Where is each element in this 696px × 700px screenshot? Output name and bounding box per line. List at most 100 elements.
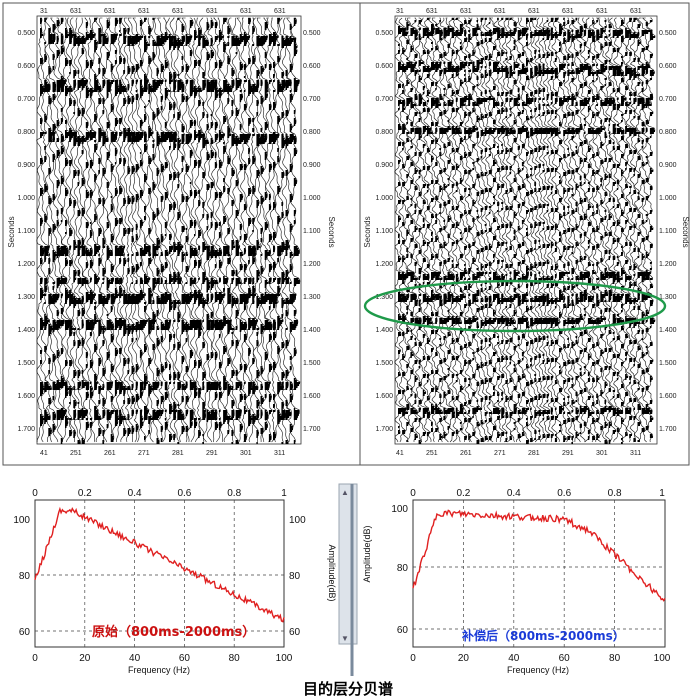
seismic-trace xyxy=(61,17,72,443)
y-tick: 0.700 xyxy=(303,96,321,103)
y-tick: 0.500 xyxy=(17,30,35,37)
y-tick: 1.600 xyxy=(303,393,321,400)
trace-fill xyxy=(231,36,238,444)
top-tick: 631 xyxy=(426,8,438,15)
trace-fill xyxy=(530,18,536,442)
y-tick: 1.200 xyxy=(17,261,35,268)
trace-fill xyxy=(102,34,109,444)
trace-fill xyxy=(48,28,55,436)
trace-fill xyxy=(612,30,619,434)
seismic-trace xyxy=(186,17,197,443)
y-tick: 80 xyxy=(397,563,409,574)
y-tick: 1.300 xyxy=(303,294,321,301)
top-tick: 0.2 xyxy=(78,488,92,499)
y-tick: 1.200 xyxy=(375,261,393,268)
bottom-tick: 80 xyxy=(609,653,621,664)
right-y-ticks: 0.500 0.600 0.700 0.800 0.900 1.000 1.100 1.200… xyxy=(303,30,321,433)
y-tick: 0.600 xyxy=(17,63,35,70)
seismic-trace xyxy=(580,17,591,443)
seismic-trace xyxy=(485,17,495,443)
top-tick: 0 xyxy=(32,488,38,499)
seismic-trace xyxy=(481,17,492,443)
y-tick: 1.000 xyxy=(303,195,321,202)
y-tick: 60 xyxy=(19,627,31,638)
spectrum-caption: 补偿后（800ms-2000ms） xyxy=(461,628,625,643)
trace-fill xyxy=(252,26,258,424)
trace-fill xyxy=(194,30,200,428)
top-tick: 631 xyxy=(630,8,642,15)
trace-fill xyxy=(534,18,541,440)
y-tick: 0.600 xyxy=(375,63,393,70)
y-axis-title: Amplitude(dB) xyxy=(327,544,337,601)
y-tick: 1.700 xyxy=(17,426,35,433)
bottom-ticks: 0 20 40 60 80 100 xyxy=(32,653,293,664)
y-tick: 1.600 xyxy=(659,393,677,400)
trace-fill xyxy=(139,20,146,428)
seismic-trace xyxy=(472,17,483,442)
left-y-ticks: 100 80 60 xyxy=(13,515,30,638)
bottom-axis-ticks: 41 251 261 271 281 291 301 311 xyxy=(396,450,641,457)
bottom-tick: 271 xyxy=(138,450,150,457)
trace-fill xyxy=(579,26,586,434)
seismic-trace xyxy=(609,17,620,443)
y-tick: 0.700 xyxy=(375,96,393,103)
seismic-trace xyxy=(476,17,487,443)
seismic-trace xyxy=(584,17,595,443)
trace-fill xyxy=(406,22,413,442)
y-tick: 1.200 xyxy=(303,261,321,268)
y-tick: 0.700 xyxy=(659,96,677,103)
y-tick: 1.100 xyxy=(375,228,393,235)
y-tick: 80 xyxy=(289,571,301,582)
trace-fill xyxy=(285,36,292,444)
y-tick: 1.000 xyxy=(375,195,393,202)
trace-fill xyxy=(260,36,267,434)
seismic-trace xyxy=(398,17,409,443)
y-tick: 0.900 xyxy=(659,162,677,169)
bottom-tick: 40 xyxy=(508,653,520,664)
seismic-trace xyxy=(82,17,93,443)
seismic-trace xyxy=(559,17,570,443)
trace-fill xyxy=(550,18,556,438)
trace-fill xyxy=(89,30,96,428)
bottom-tick: 80 xyxy=(229,653,241,664)
trace-fill xyxy=(546,20,553,438)
trace-fill xyxy=(123,28,130,436)
scroll-down-icon: ▼ xyxy=(341,634,349,643)
y-tick: 1.600 xyxy=(17,393,35,400)
seismic-trace xyxy=(136,17,147,443)
figure-caption: 目的层分贝谱 xyxy=(303,680,393,698)
seismic-trace xyxy=(637,17,648,443)
seismic-trace xyxy=(119,17,130,443)
seismic-trace xyxy=(86,17,97,443)
bottom-tick: 100 xyxy=(654,653,671,664)
trace-fill xyxy=(637,24,644,442)
seismic-trace xyxy=(161,17,172,443)
trace-fill xyxy=(592,20,598,440)
trace-fill xyxy=(649,20,656,438)
trace-fill xyxy=(575,18,582,438)
bottom-tick: 251 xyxy=(70,450,82,457)
trace-fill xyxy=(398,26,405,434)
y-tick: 1.000 xyxy=(659,195,677,202)
top-tick: 0.6 xyxy=(557,488,571,499)
y-axis-label-left: Seconds xyxy=(7,216,16,247)
seismic-trace xyxy=(534,17,545,443)
seismic-trace xyxy=(505,17,516,443)
y-tick: 1.500 xyxy=(17,360,35,367)
bottom-tick: 281 xyxy=(172,450,184,457)
top-tick: 0.6 xyxy=(177,488,191,499)
trace-fill xyxy=(277,18,284,424)
seismic-trace xyxy=(427,17,438,443)
seismic-trace xyxy=(165,17,175,443)
y-tick: 0.700 xyxy=(17,96,35,103)
x-axis-title: Frequency (Hz) xyxy=(507,665,569,675)
y-axis-label-right: Seconds xyxy=(681,216,690,247)
bottom-tick: 20 xyxy=(458,653,470,664)
bottom-tick: 20 xyxy=(79,653,91,664)
spectrum-line xyxy=(412,509,666,602)
seismic-trace xyxy=(194,17,205,443)
bottom-tick: 291 xyxy=(562,450,574,457)
top-tick: 631 xyxy=(274,8,286,15)
seismic-trace xyxy=(633,17,644,443)
bottom-ticks: 0 20 40 60 80 100 xyxy=(410,653,671,664)
